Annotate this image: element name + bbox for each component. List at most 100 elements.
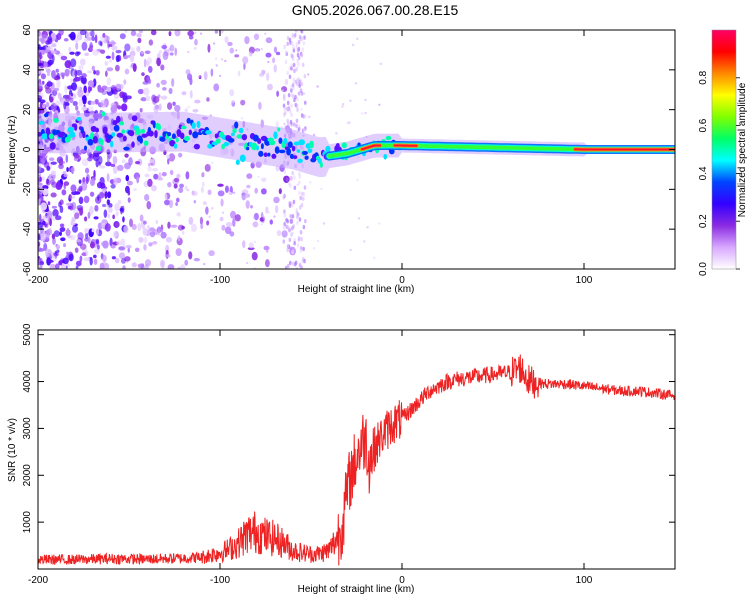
spectrogram-noise-blob <box>106 191 112 199</box>
spectrogram-noise-blob <box>38 221 43 230</box>
spectrogram-noise-blob <box>95 69 100 76</box>
spectrogram-noise-blob <box>283 111 287 116</box>
spectrogram-ridge-blob <box>134 127 141 135</box>
spectrogram-noise-blob <box>158 103 162 111</box>
spectrogram-ytick-label: -60 <box>22 261 33 276</box>
spectrogram-noise-blob <box>146 57 153 65</box>
spectrogram-noise-blob <box>237 70 241 77</box>
spectrogram-ridge-peak <box>361 144 382 151</box>
spectrogram-noise-blob <box>246 173 253 179</box>
spectrogram-noise-blob <box>292 44 295 50</box>
spectrogram-noise-blob <box>187 50 190 54</box>
spectrogram-noise-blob <box>322 222 326 225</box>
spectrogram-noise-blob <box>115 55 120 63</box>
spectrogram-ridge-blob <box>154 130 158 139</box>
spectrogram-noise-blob <box>363 240 366 243</box>
spectrogram-noise-blob <box>69 235 76 241</box>
spectrogram-ridge-blob <box>298 139 306 146</box>
spectrogram-noise-blob <box>290 226 294 232</box>
spectrogram-noise-blob <box>296 243 300 248</box>
spectrogram-noise-blob <box>59 96 63 102</box>
spectrogram-noise-blob <box>281 89 284 92</box>
spectrogram-noise-blob <box>194 47 197 50</box>
spectrogram-noise-blob <box>240 99 246 106</box>
spectrogram-ridge-blob <box>131 115 138 122</box>
spectrogram-noise-blob <box>147 162 151 167</box>
spectrogram-noise-blob <box>92 254 97 259</box>
spectrogram-noise-blob <box>287 93 291 98</box>
spectrogram-noise-blob <box>61 189 67 196</box>
spectrogram-ridge-blob <box>191 122 196 130</box>
spectrogram-noise-blob <box>309 181 312 184</box>
spectrogram-noise-blob <box>198 75 201 78</box>
spectrogram-noise-blob <box>161 172 167 177</box>
spectrogram-ridge-blob <box>319 161 323 168</box>
spectrogram-noise-blob <box>254 187 258 194</box>
spectrogram-noise-blob <box>38 31 43 39</box>
spectrogram-noise-blob <box>253 212 259 221</box>
spectrogram-noise-blob <box>187 105 190 109</box>
spectrogram-noise-blob <box>293 262 297 267</box>
spectrogram-noise-blob <box>157 229 161 236</box>
spectrogram-noise-blob <box>114 203 120 212</box>
spectrogram-ridge-blob <box>38 132 42 137</box>
spectrogram-noise-blob <box>245 200 250 209</box>
spectrogram-noise-blob <box>217 183 224 187</box>
spectrogram-noise-blob <box>106 86 112 92</box>
spectrogram-noise-blob <box>349 99 352 102</box>
spectrogram-noise-blob <box>95 239 100 245</box>
spectrogram-noise-blob <box>121 159 126 164</box>
spectrogram-noise-blob <box>38 234 41 241</box>
spectrogram-noise-blob <box>262 217 266 220</box>
snr-xtick-label: -100 <box>210 575 230 586</box>
spectrogram-noise-blob <box>51 205 58 209</box>
spectrogram-noise-blob <box>105 55 111 59</box>
spectrogram-ridge-blob <box>271 153 277 159</box>
spectrogram-ridge-blob <box>121 129 126 134</box>
chart-title: GN05.2026.067.00.28.E15 <box>291 2 459 18</box>
spectrogram-noise-blob <box>167 182 172 188</box>
spectrogram-noise-blob <box>116 240 122 246</box>
spectrogram-noise-blob <box>283 213 287 218</box>
spectrogram-noise-blob <box>289 183 292 188</box>
spectrogram-noise-blob <box>302 191 306 197</box>
spectrogram-noise-blob <box>111 51 115 61</box>
spectrogram-noise-blob <box>69 97 74 104</box>
spectrogram-noise-blob <box>127 247 130 253</box>
spectrogram-noise-blob <box>260 188 267 195</box>
spectrogram-noise-blob <box>149 231 156 238</box>
spectrogram-noise-blob <box>276 90 280 97</box>
spectrogram-noise-blob <box>357 217 361 220</box>
spectrogram-ridge-blob <box>246 146 250 151</box>
spectrogram-noise-blob <box>297 180 301 185</box>
spectrogram-noise-blob <box>303 74 307 79</box>
spectrogram-noise-blob <box>79 58 86 66</box>
spectrogram-noise-blob <box>177 152 183 158</box>
spectrogram-noise-blob <box>290 63 293 68</box>
spectrogram-noise-blob <box>87 236 91 244</box>
colorbar-label: Normalized spectral amplitude <box>737 82 748 217</box>
spectrogram-noise-blob <box>124 30 128 34</box>
spectrogram-noise-blob <box>91 65 95 71</box>
spectrogram-noise-blob <box>144 173 150 178</box>
spectrogram-noise-blob <box>289 176 292 181</box>
spectrogram-noise-blob <box>292 36 295 39</box>
spectrogram-noise-blob <box>160 231 167 239</box>
spectrogram-noise-blob <box>181 91 187 96</box>
spectrogram-noise-blob <box>168 153 176 162</box>
spectrogram-noise-blob <box>218 74 222 78</box>
spectrogram-ridge-blob <box>383 153 388 160</box>
spectrogram-noise-blob <box>251 251 258 261</box>
spectrogram-ridge-blob <box>293 155 298 160</box>
spectrogram-noise-blob <box>288 201 292 206</box>
colorbar-tick-label: 0.0 <box>698 262 709 276</box>
spectrogram-noise-blob <box>62 257 69 265</box>
spectrogram-noise-blob <box>174 104 181 112</box>
spectrogram-noise-blob <box>60 55 68 61</box>
spectrogram-noise-blob <box>110 244 116 249</box>
spectrogram-noise-blob <box>177 266 182 269</box>
spectrogram-ridge-blob <box>141 133 148 138</box>
spectrogram-noise-blob <box>283 44 287 48</box>
spectrogram-noise-blob <box>100 241 107 247</box>
spectrogram-noise-blob <box>208 215 211 219</box>
